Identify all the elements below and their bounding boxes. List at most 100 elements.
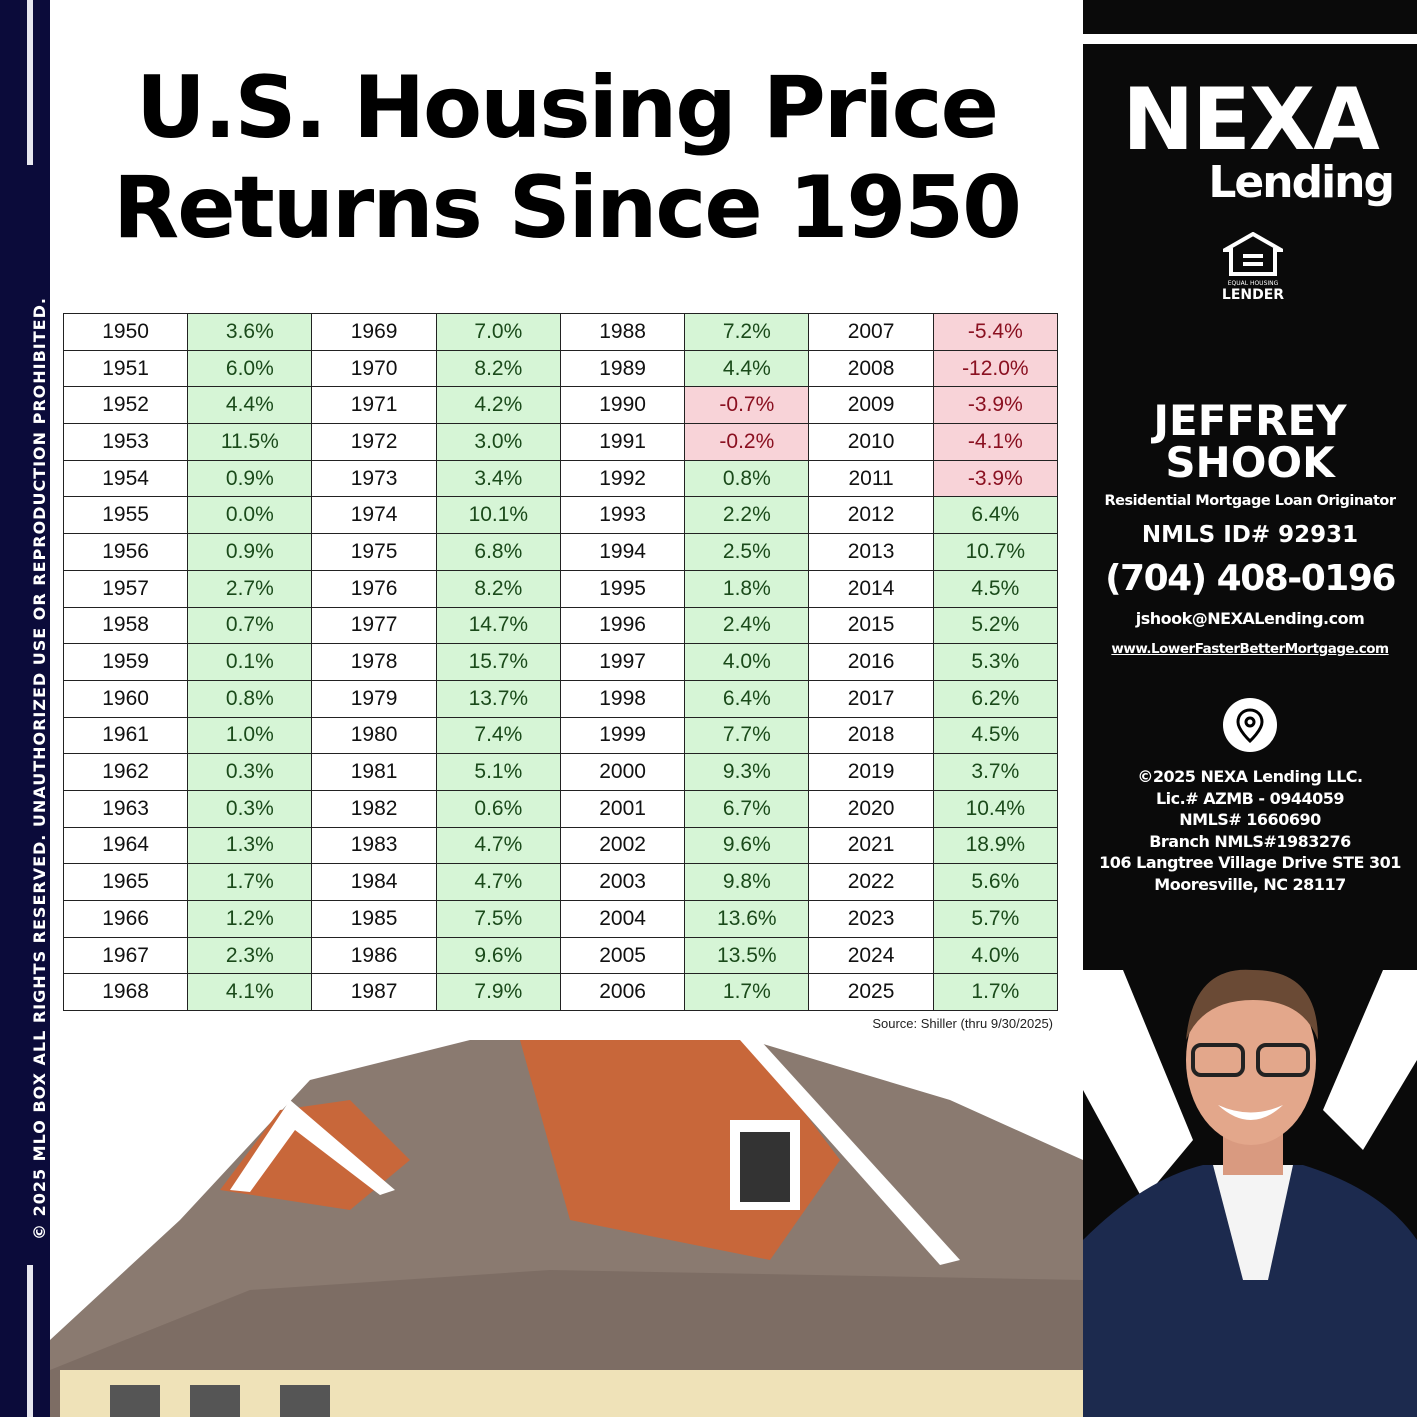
year-cell: 1959 — [62, 643, 189, 681]
return-cell: 0.9% — [187, 533, 313, 571]
table-row: 1967 2.3% 1986 9.6% 2005 13.5% 2024 4.0% — [62, 936, 1059, 975]
legal-info: ©2025 NEXA Lending LLC. Lic.# AZMB - 094… — [1083, 766, 1417, 895]
return-cell: 4.4% — [187, 386, 313, 425]
copyright-watermark: © 2025 MLO BOX ALL RIGHTS RESERVED. UNAU… — [30, 297, 49, 1240]
table-row: 1951 6.0% 1970 8.2% 1989 4.4% 2008 -12.0% — [62, 349, 1059, 388]
year-cell: 2015 — [808, 606, 934, 645]
return-cell: 3.4% — [435, 459, 561, 498]
return-cell: 15.7% — [435, 643, 561, 681]
table-row: 1959 0.1% 1978 15.7% 1997 4.0% 2016 5.3% — [62, 643, 1059, 681]
map-pin-icon — [1223, 698, 1277, 752]
year-cell: 2010 — [808, 423, 934, 461]
year-cell: 1974 — [311, 496, 437, 535]
return-cell: 7.0% — [435, 313, 561, 351]
year-cell: 2008 — [808, 349, 934, 388]
return-cell: 0.3% — [187, 789, 313, 828]
year-cell: 1995 — [559, 569, 686, 608]
legal-line: Lic.# AZMB - 0944059 — [1155, 788, 1345, 808]
table-row: 1960 0.8% 1979 13.7% 1998 6.4% 2017 6.2% — [62, 679, 1059, 718]
equal-housing-lender-logo: EQUAL HOUSING LENDER — [1213, 231, 1293, 303]
return-cell: 7.7% — [684, 716, 810, 755]
contact-panel: NEXA Lending EQUAL HOUSING LENDER JEFFRE… — [1083, 0, 1417, 1417]
role: Residential Mortgage Loan Originator — [1104, 493, 1396, 509]
year-cell: 2004 — [559, 900, 686, 938]
eho-label-2: LENDER — [1221, 287, 1285, 303]
year-cell: 2023 — [808, 900, 934, 938]
year-cell: 1988 — [559, 313, 686, 351]
divider — [27, 1265, 33, 1417]
phone-number[interactable]: (704) 408-0196 — [1105, 558, 1396, 599]
table-row: 1966 1.2% 1985 7.5% 2004 13.6% 2023 5.7% — [62, 900, 1059, 938]
year-cell: 2022 — [808, 863, 934, 901]
lending-logo: Lending — [1208, 157, 1395, 208]
return-cell: 6.2% — [932, 679, 1059, 718]
return-cell: 7.9% — [435, 973, 561, 1012]
first-name: JEFFREY — [1153, 396, 1347, 445]
email-link[interactable]: jshook@NEXALending.com — [1135, 609, 1365, 628]
table-row: 1952 4.4% 1971 4.2% 1990 -0.7% 2009 -3.9% — [62, 386, 1059, 425]
main-content: U.S. Housing Price Returns Since 1950 19… — [50, 0, 1083, 1417]
loan-officer-photo — [1083, 969, 1417, 1417]
year-cell: 1977 — [311, 606, 437, 645]
year-cell: 1952 — [62, 386, 189, 425]
table-row: 1963 0.3% 1982 0.6% 2001 6.7% 2020 10.4% — [62, 789, 1059, 828]
year-cell: 1983 — [311, 826, 437, 865]
return-cell: 13.7% — [435, 679, 561, 718]
year-cell: 1996 — [559, 606, 686, 645]
return-cell: 0.8% — [187, 679, 313, 718]
return-cell: 0.0% — [187, 496, 313, 535]
return-cell: 0.9% — [187, 459, 313, 498]
return-cell: 4.1% — [187, 973, 313, 1012]
eho-label: EQUAL HOUSING — [1227, 280, 1279, 287]
year-cell: 1985 — [311, 900, 437, 938]
return-cell: 5.7% — [932, 900, 1059, 938]
year-cell: 1976 — [311, 569, 437, 608]
year-cell: 1981 — [311, 753, 437, 791]
return-cell: 3.7% — [932, 753, 1059, 791]
year-cell: 2001 — [559, 789, 686, 828]
return-cell: 6.7% — [684, 789, 810, 828]
year-cell: 2016 — [808, 643, 934, 681]
return-cell: 7.4% — [435, 716, 561, 755]
divider — [1083, 34, 1417, 44]
website-link[interactable]: www.LowerFasterBetterMortgage.com — [1111, 641, 1389, 657]
source-note: Source: Shiller (thru 9/30/2025) — [872, 1016, 1053, 1031]
year-cell: 1993 — [559, 496, 686, 535]
return-cell: 4.7% — [435, 863, 561, 901]
return-cell: 4.4% — [684, 349, 810, 388]
return-cell: 1.7% — [187, 863, 313, 901]
table-row: 1957 2.7% 1976 8.2% 1995 1.8% 2014 4.5% — [62, 569, 1059, 608]
year-cell: 1972 — [311, 423, 437, 461]
title-line-1: U.S. Housing Price — [136, 58, 999, 158]
return-cell: 9.3% — [684, 753, 810, 791]
year-cell: 1970 — [311, 349, 437, 388]
table-row: 1958 0.7% 1977 14.7% 1996 2.4% 2015 5.2% — [62, 606, 1059, 645]
returns-table: 1950 3.6% 1969 7.0% 1988 7.2% 2007 -5.4% 1951 6.0… — [62, 313, 1059, 1012]
table-row: 1962 0.3% 1981 5.1% 2000 9.3% 2019 3.7% — [62, 753, 1059, 791]
return-cell: 14.7% — [435, 606, 561, 645]
year-cell: 1971 — [311, 386, 437, 425]
year-cell: 1966 — [62, 900, 189, 938]
return-cell: 4.2% — [435, 386, 561, 425]
year-cell: 2017 — [808, 679, 934, 718]
return-cell: -3.9% — [932, 459, 1059, 498]
return-cell: 1.7% — [932, 973, 1059, 1012]
table-row: 1953 11.5% 1972 3.0% 1991 -0.2% 2010 -4.1% — [62, 423, 1059, 461]
year-cell: 2018 — [808, 716, 934, 755]
title-line-2: Returns Since 1950 — [113, 158, 1022, 258]
return-cell: 7.5% — [435, 900, 561, 938]
legal-line: NMLS# 1660690 — [1179, 810, 1321, 829]
return-cell: 7.2% — [684, 313, 810, 351]
return-cell: 0.6% — [435, 789, 561, 828]
return-cell: -0.7% — [684, 386, 810, 425]
year-cell: 1964 — [62, 826, 189, 865]
table-row: 1964 1.3% 1983 4.7% 2002 9.6% 2021 18.9% — [62, 826, 1059, 865]
return-cell: 4.0% — [684, 643, 810, 681]
return-cell: 6.4% — [932, 496, 1059, 535]
return-cell: 4.5% — [932, 569, 1059, 608]
return-cell: 13.5% — [684, 936, 810, 975]
year-cell: 2011 — [808, 459, 934, 498]
year-cell: 2020 — [808, 789, 934, 828]
return-cell: 5.6% — [932, 863, 1059, 901]
return-cell: 6.8% — [435, 533, 561, 571]
